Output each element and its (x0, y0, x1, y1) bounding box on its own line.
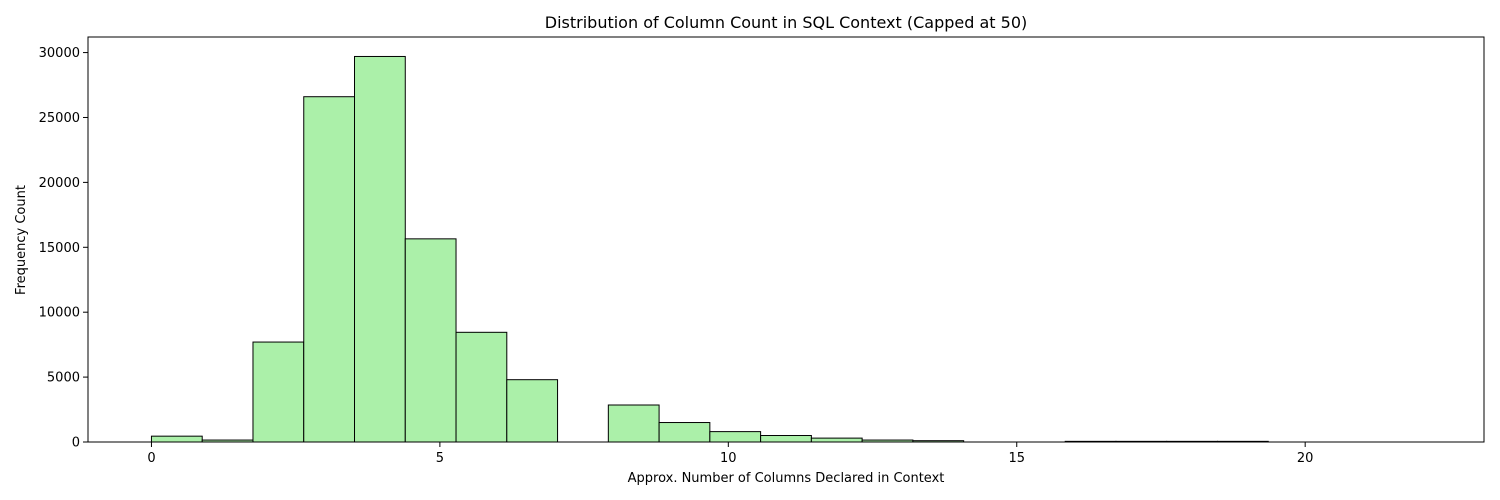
bars-group (150, 55, 1269, 443)
histogram-bar (760, 435, 812, 443)
histogram-bar (303, 96, 356, 443)
y-tick-label: 0 (72, 436, 80, 451)
y-tick-label: 15000 (39, 241, 80, 256)
histogram-bar (709, 431, 762, 443)
histogram-bar (455, 331, 508, 443)
x-axis-title: Approx. Number of Columns Declared in Co… (628, 471, 945, 486)
y-axis-title: Frequency Count (14, 185, 29, 295)
chart-title: Distribution of Column Count in SQL Cont… (545, 13, 1027, 32)
x-axis: 0 5 10 15 20 (147, 442, 1313, 466)
histogram-bar (506, 379, 559, 443)
x-tick-label: 5 (436, 451, 444, 466)
y-tick-label: 10000 (39, 306, 80, 321)
y-axis: 0 5000 10000 15000 20000 25000 30000 (39, 46, 88, 451)
y-tick-label: 20000 (39, 176, 80, 191)
histogram-bar (404, 238, 457, 443)
x-tick-label: 0 (147, 451, 155, 466)
y-tick-label: 25000 (39, 111, 80, 126)
histogram-bar (658, 422, 711, 443)
histogram-bar (252, 341, 305, 443)
histogram-bar (150, 435, 203, 443)
y-tick-label: 5000 (47, 371, 80, 386)
x-tick-label: 20 (1297, 451, 1314, 466)
histogram-bar (607, 404, 660, 443)
histogram-bar (810, 437, 863, 443)
x-tick-label: 10 (720, 451, 737, 466)
histogram-bar (354, 55, 406, 443)
x-tick-label: 15 (1008, 451, 1025, 466)
y-tick-label: 30000 (39, 46, 80, 61)
plot-frame (87, 36, 1485, 443)
